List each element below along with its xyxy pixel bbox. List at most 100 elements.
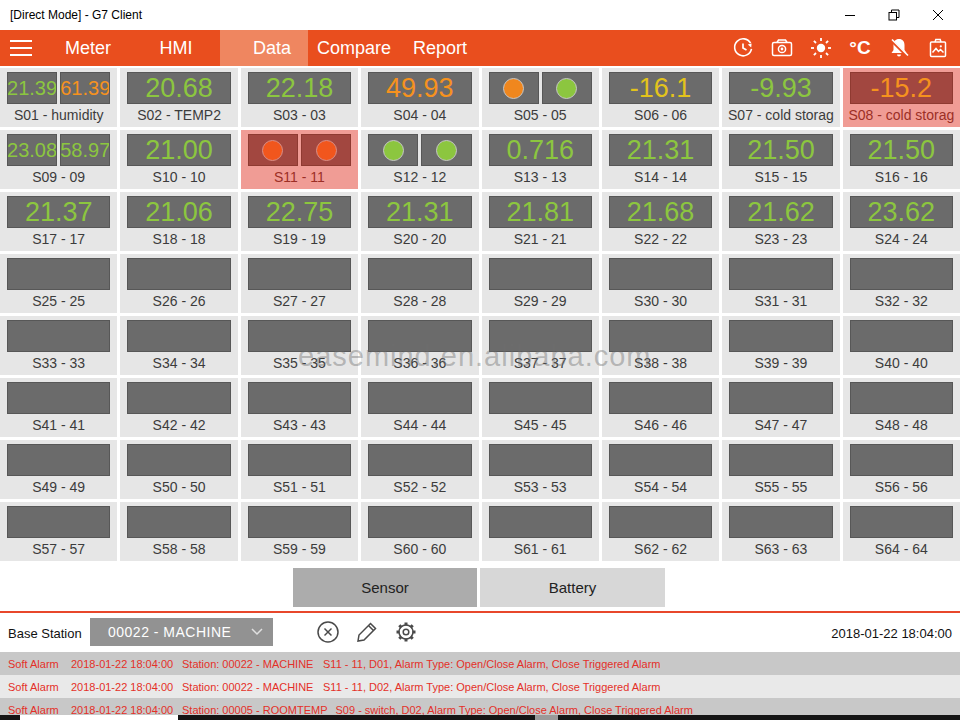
sensor-tile-s03[interactable]: 22.18S03 - 03 — [241, 68, 358, 127]
camera-icon[interactable] — [770, 36, 794, 60]
sensor-tile-s62[interactable]: S62 - 62 — [602, 502, 719, 561]
alarm-row[interactable]: Soft Alarm2018-01-22 18:04:00Station: 00… — [0, 698, 960, 715]
maximize-button[interactable] — [872, 0, 916, 30]
sensor-tile-s50[interactable]: S50 - 50 — [120, 440, 237, 499]
sensor-grid: 21.3961.39S01 - humidity20.68S02 - TEMP2… — [0, 68, 960, 561]
sensor-tile-s22[interactable]: 21.68S22 - 22 — [602, 192, 719, 251]
sensor-tile-s59[interactable]: S59 - 59 — [241, 502, 358, 561]
sensor-tile-s57[interactable]: S57 - 57 — [0, 502, 117, 561]
cancel-alarm-icon[interactable] — [314, 618, 342, 646]
sensor-tile-s30[interactable]: S30 - 30 — [602, 254, 719, 313]
celsius-icon[interactable]: °C — [848, 36, 872, 60]
sensor-tile-s34[interactable]: S34 - 34 — [120, 316, 237, 375]
alarm-row[interactable]: Soft Alarm2018-01-22 18:04:00Station: 00… — [0, 675, 960, 698]
tab-hmi[interactable]: HMI — [132, 30, 220, 66]
sensor-tile-s04[interactable]: 49.93 S04 - 04 — [361, 68, 478, 127]
sensor-tile-s11[interactable]: S11 - 11 — [241, 130, 358, 189]
sensor-tile-s41[interactable]: S41 - 41 — [0, 378, 117, 437]
sensor-tile-s46[interactable]: S46 - 46 — [602, 378, 719, 437]
sensor-tile-s56[interactable]: S56 - 56 — [843, 440, 960, 499]
sensor-label: S13 - 13 — [482, 169, 599, 185]
value-box — [7, 382, 110, 414]
edit-icon[interactable] — [353, 618, 381, 646]
sensor-tile-s09[interactable]: 23.0858.97S09 - 09 — [0, 130, 117, 189]
sensor-tile-s29[interactable]: S29 - 29 — [482, 254, 599, 313]
sensor-tile-s19[interactable]: 22.75S19 - 19 — [241, 192, 358, 251]
base-station-select[interactable]: 00022 - MACHINE — [90, 618, 273, 646]
value-box: 21.06 — [127, 196, 230, 228]
sensor-tile-s02[interactable]: 20.68S02 - TEMP2 — [120, 68, 237, 127]
close-button[interactable] — [916, 0, 960, 30]
sensor-tile-s52[interactable]: S52 - 52 — [361, 440, 478, 499]
sensor-label: S17 - 17 — [0, 231, 117, 247]
sensor-tile-s23[interactable]: 21.62S23 - 23 — [722, 192, 839, 251]
image-bin-icon[interactable] — [926, 36, 950, 60]
sensor-tile-s28[interactable]: S28 - 28 — [361, 254, 478, 313]
tab-compare[interactable]: Compare — [308, 30, 400, 66]
sensor-tile-s55[interactable]: S55 - 55 — [722, 440, 839, 499]
sensor-tile-s21[interactable]: 21.81S21 - 21 — [482, 192, 599, 251]
sensor-tile-s12[interactable]: S12 - 12 — [361, 130, 478, 189]
sensor-tile-s42[interactable]: S42 - 42 — [120, 378, 237, 437]
sensor-tile-s61[interactable]: S61 - 61 — [482, 502, 599, 561]
sensor-label: S04 - 04 — [361, 107, 478, 123]
sensor-tile-s18[interactable]: 21.06S18 - 18 — [120, 192, 237, 251]
sensor-tile-s64[interactable]: S64 - 64 — [843, 502, 960, 561]
sensor-tile-s47[interactable]: S47 - 47 — [722, 378, 839, 437]
sensor-tab-button[interactable]: Sensor — [293, 568, 477, 607]
sensor-tile-s26[interactable]: S26 - 26 — [120, 254, 237, 313]
sensor-tile-s32[interactable]: S32 - 32 — [843, 254, 960, 313]
sensor-tile-s45[interactable]: S45 - 45 — [482, 378, 599, 437]
value-box — [7, 320, 110, 352]
sensor-tile-s08[interactable]: -15.2S08 - cold storag — [843, 68, 960, 127]
history-icon[interactable] — [731, 36, 755, 60]
sensor-tile-s60[interactable]: S60 - 60 — [361, 502, 478, 561]
sensor-tile-s43[interactable]: S43 - 43 — [241, 378, 358, 437]
alarm-row[interactable]: Soft Alarm2018-01-22 18:04:00Station: 00… — [0, 652, 960, 675]
sensor-tile-s39[interactable]: S39 - 39 — [722, 316, 839, 375]
sensor-tile-s14[interactable]: 21.31S14 - 14 — [602, 130, 719, 189]
status-led-orange — [262, 140, 283, 161]
sensor-tile-s53[interactable]: S53 - 53 — [482, 440, 599, 499]
alarm-mute-icon[interactable] — [887, 36, 911, 60]
sensor-tile-s05[interactable]: S05 - 05 — [482, 68, 599, 127]
sensor-label: S40 - 40 — [843, 355, 960, 371]
sensor-tile-s01[interactable]: 21.3961.39S01 - humidity — [0, 68, 117, 127]
sensor-tile-s49[interactable]: S49 - 49 — [0, 440, 117, 499]
sensor-tile-s24[interactable]: 23.62S24 - 24 — [843, 192, 960, 251]
sensor-tile-s15[interactable]: 21.50S15 - 15 — [722, 130, 839, 189]
sensor-tile-s51[interactable]: S51 - 51 — [241, 440, 358, 499]
brightness-icon[interactable] — [809, 36, 833, 60]
sensor-tile-s17[interactable]: 21.37S17 - 17 — [0, 192, 117, 251]
value-box: 49.93 — [368, 72, 471, 104]
sensor-tile-s31[interactable]: S31 - 31 — [722, 254, 839, 313]
sensor-tile-s20[interactable]: 21.31S20 - 20 — [361, 192, 478, 251]
alarm-field: Station: 00022 - MACHINE — [182, 681, 323, 693]
sensor-label: S14 - 14 — [602, 169, 719, 185]
sensor-tile-s13[interactable]: 0.716S13 - 13 — [482, 130, 599, 189]
sensor-tile-s63[interactable]: S63 - 63 — [722, 502, 839, 561]
minimize-button[interactable] — [828, 0, 872, 30]
sensor-label: S63 - 63 — [722, 541, 839, 557]
menu-icon[interactable] — [0, 30, 44, 66]
sensor-tile-s25[interactable]: S25 - 25 — [0, 254, 117, 313]
sensor-tile-s40[interactable]: S40 - 40 — [843, 316, 960, 375]
sensor-tile-s58[interactable]: S58 - 58 — [120, 502, 237, 561]
sensor-tile-s44[interactable]: S44 - 44 — [361, 378, 478, 437]
settings-gear-icon[interactable] — [392, 618, 420, 646]
tab-data[interactable]: Data — [220, 30, 308, 66]
sensor-tile-s48[interactable]: S48 - 48 — [843, 378, 960, 437]
battery-tab-button[interactable]: Battery — [480, 568, 665, 607]
sensor-tile-s10[interactable]: 21.00S10 - 10 — [120, 130, 237, 189]
sensor-tile-s33[interactable]: S33 - 33 — [0, 316, 117, 375]
sensor-tile-s07[interactable]: -9.93S07 - cold storag — [722, 68, 839, 127]
sensor-tile-s54[interactable]: S54 - 54 — [602, 440, 719, 499]
tab-report[interactable]: Report — [400, 30, 480, 66]
sensor-tile-s27[interactable]: S27 - 27 — [241, 254, 358, 313]
sensor-tile-s16[interactable]: 21.50S16 - 16 — [843, 130, 960, 189]
tab-meter[interactable]: Meter — [44, 30, 132, 66]
sensor-tile-s06[interactable]: -16.1S06 - 06 — [602, 68, 719, 127]
sensor-value: 49.93 — [386, 75, 454, 102]
value-box: 21.39 — [7, 72, 57, 104]
sensor-label: S62 - 62 — [602, 541, 719, 557]
